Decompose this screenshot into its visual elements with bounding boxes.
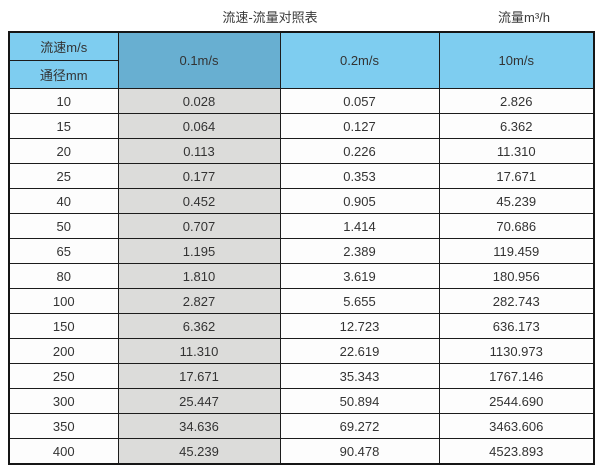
column-header-0_2ms: 0.2m/s <box>279 31 440 89</box>
flow-value-cell: 22.619 <box>279 338 440 364</box>
flow-value-cell: 2.389 <box>279 238 440 264</box>
flow-value-cell: 2.826 <box>438 88 595 114</box>
flow-value-cell: 1.195 <box>117 238 281 264</box>
flow-value-cell: 5.655 <box>279 288 440 314</box>
flow-value-cell: 1130.973 <box>438 338 595 364</box>
column-header-10ms: 10m/s <box>438 31 595 89</box>
table-row: 250 17.671 35.343 1767.146 <box>8 363 595 389</box>
flow-value-cell: 17.671 <box>438 163 595 189</box>
flow-value-cell: 636.173 <box>438 313 595 339</box>
table-row: 100 2.827 5.655 282.743 <box>8 288 595 314</box>
flow-value-cell: 11.310 <box>438 138 595 164</box>
flow-value-cell: 50.894 <box>279 388 440 414</box>
flow-unit-label: 流量m³/h <box>497 10 551 25</box>
flow-value-cell: 0.905 <box>279 188 440 214</box>
corner-cell-diameter: 通径mm <box>8 60 119 89</box>
diameter-cell: 100 <box>8 288 119 314</box>
flow-value-cell: 69.272 <box>279 413 440 439</box>
flow-value-cell: 6.362 <box>117 313 281 339</box>
table-row: 300 25.447 50.894 2544.690 <box>8 388 595 414</box>
table-row: 40 0.452 0.905 45.239 <box>8 188 595 214</box>
flow-value-cell: 180.956 <box>438 263 595 289</box>
flow-value-cell: 0.353 <box>279 163 440 189</box>
flow-value-cell: 35.343 <box>279 363 440 389</box>
flow-value-cell: 25.447 <box>117 388 281 414</box>
flow-value-cell: 1.414 <box>279 213 440 239</box>
table-row: 25 0.177 0.353 17.671 <box>8 163 595 189</box>
flow-value-cell: 3.619 <box>279 263 440 289</box>
flow-value-cell: 6.362 <box>438 113 595 139</box>
diameter-cell: 400 <box>8 438 119 465</box>
table-title: 流速-流量对照表 <box>222 10 318 25</box>
flow-value-cell: 282.743 <box>438 288 595 314</box>
flow-value-cell: 34.636 <box>117 413 281 439</box>
table-row: 400 45.239 90.478 4523.893 <box>8 438 595 465</box>
column-header-0_1ms: 0.1m/s <box>117 31 281 89</box>
flow-value-cell: 0.452 <box>117 188 281 214</box>
diameter-cell: 350 <box>8 413 119 439</box>
caption-bar: 流速-流量对照表 流量m³/h <box>0 0 600 31</box>
diameter-cell: 15 <box>8 113 119 139</box>
flow-value-cell: 1767.146 <box>438 363 595 389</box>
table-row: 50 0.707 1.414 70.686 <box>8 213 595 239</box>
flow-value-cell: 0.057 <box>279 88 440 114</box>
flow-value-cell: 1.810 <box>117 263 281 289</box>
diameter-cell: 65 <box>8 238 119 264</box>
flow-value-cell: 0.064 <box>117 113 281 139</box>
flow-value-cell: 70.686 <box>438 213 595 239</box>
flow-value-cell: 2.827 <box>117 288 281 314</box>
flow-value-cell: 0.226 <box>279 138 440 164</box>
flow-rate-table: 流速m/s 0.1m/s 0.2m/s 10m/s 通径mm 10 0.028 0.… <box>8 31 595 465</box>
header-row-bottom: 通径mm <box>8 60 594 89</box>
diameter-cell: 200 <box>8 338 119 364</box>
flow-value-cell: 0.113 <box>117 138 281 164</box>
flow-value-cell: 0.127 <box>279 113 440 139</box>
flow-value-cell: 0.177 <box>117 163 281 189</box>
flow-value-cell: 4523.893 <box>438 438 595 465</box>
flow-value-cell: 0.707 <box>117 213 281 239</box>
diameter-cell: 25 <box>8 163 119 189</box>
flow-value-cell: 17.671 <box>117 363 281 389</box>
table-row: 150 6.362 12.723 636.173 <box>8 313 595 339</box>
flow-value-cell: 45.239 <box>438 188 595 214</box>
table-row: 80 1.810 3.619 180.956 <box>8 263 595 289</box>
corner-cell-velocity: 流速m/s <box>8 31 119 61</box>
table-row: 20 0.113 0.226 11.310 <box>8 138 595 164</box>
flow-value-cell: 3463.606 <box>438 413 595 439</box>
diameter-cell: 150 <box>8 313 119 339</box>
table-row: 15 0.064 0.127 6.362 <box>8 113 595 139</box>
table-body: 10 0.028 0.057 2.826 15 0.064 0.127 6.362 20 0.11… <box>8 88 595 465</box>
table-row: 350 34.636 69.272 3463.606 <box>8 413 595 439</box>
flow-value-cell: 119.459 <box>438 238 595 264</box>
flow-value-cell: 11.310 <box>117 338 281 364</box>
diameter-cell: 50 <box>8 213 119 239</box>
flow-value-cell: 0.028 <box>117 88 281 114</box>
flow-value-cell: 45.239 <box>117 438 281 465</box>
table-header: 流速m/s 0.1m/s 0.2m/s 10m/s 通径mm <box>8 31 595 89</box>
flow-value-cell: 90.478 <box>279 438 440 465</box>
diameter-cell: 20 <box>8 138 119 164</box>
diameter-cell: 300 <box>8 388 119 414</box>
flow-value-cell: 2544.690 <box>438 388 595 414</box>
diameter-cell: 40 <box>8 188 119 214</box>
table-row: 65 1.195 2.389 119.459 <box>8 238 595 264</box>
diameter-cell: 10 <box>8 88 119 114</box>
flow-value-cell: 12.723 <box>279 313 440 339</box>
header-row-top: 流速m/s 0.1m/s 0.2m/s 10m/s <box>8 31 595 89</box>
diameter-cell: 250 <box>8 363 119 389</box>
diameter-cell: 80 <box>8 263 119 289</box>
table-row: 200 11.310 22.619 1130.973 <box>8 338 595 364</box>
table-row: 10 0.028 0.057 2.826 <box>8 88 595 114</box>
